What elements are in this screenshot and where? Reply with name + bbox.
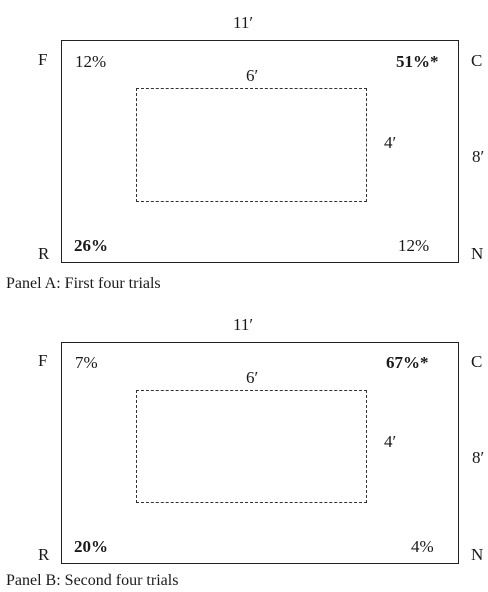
- inner-rectangle: [136, 88, 367, 202]
- inner-width-label: 6′: [246, 368, 259, 387]
- room-outline: [61, 342, 459, 564]
- outer-height-label: 8′: [472, 147, 485, 166]
- inner-rectangle: [136, 390, 367, 503]
- corner-letter-c: C: [471, 352, 483, 371]
- corner-value-n: 12%: [398, 236, 430, 255]
- corner-letter-f: F: [38, 351, 48, 370]
- inner-width-label: 6′: [246, 66, 259, 85]
- corner-value-r: 20%: [74, 537, 108, 556]
- panel-caption: Panel A: First four trials: [6, 275, 161, 292]
- inner-height-label: 4′: [384, 133, 397, 152]
- corner-value-r: 26%: [74, 236, 108, 255]
- corner-letter-f: F: [38, 50, 48, 69]
- panel-caption: Panel B: Second four trials: [6, 572, 179, 589]
- corner-letter-n: N: [471, 545, 484, 564]
- corner-letter-r: R: [38, 244, 50, 263]
- panel-a: 11′ 6′ 4′ 8′ F 12% C 51%* R 26% N 12% Pa…: [6, 13, 485, 292]
- corner-value-f: 12%: [75, 52, 107, 71]
- corner-value-c: 51%*: [396, 52, 439, 71]
- inner-height-label: 4′: [384, 432, 397, 451]
- corner-letter-n: N: [471, 244, 484, 263]
- corner-letter-r: R: [38, 545, 50, 564]
- outer-width-label: 11′: [233, 13, 254, 32]
- corner-value-n: 4%: [411, 537, 434, 556]
- corner-value-c: 67%*: [386, 353, 429, 372]
- room-outline: [61, 40, 459, 263]
- outer-height-label: 8′: [472, 448, 485, 467]
- panel-b: 11′ 6′ 4′ 8′ F 7% C 67%* R 20% N 4% Pane…: [0, 301, 488, 592]
- outer-width-label: 11′: [233, 315, 254, 334]
- corner-letter-c: C: [471, 51, 483, 70]
- corner-value-f: 7%: [75, 353, 98, 372]
